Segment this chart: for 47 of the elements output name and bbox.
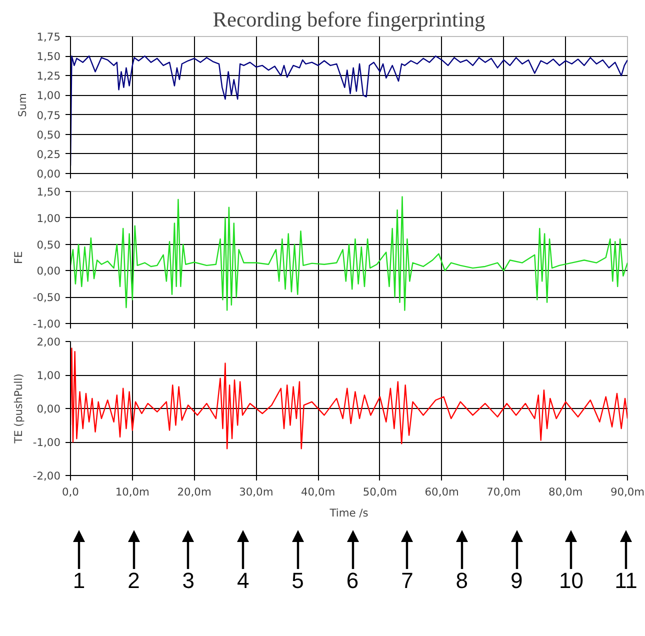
y-tick-label: 0,50 <box>36 128 61 142</box>
x-tick-label: 20,0m <box>177 486 212 498</box>
y-tick-label: 1,00 <box>36 369 61 382</box>
x-tick-label: 70,0m <box>486 486 521 498</box>
text: 3 <box>181 568 196 593</box>
y-tick-label: -1,00 <box>32 436 61 449</box>
y-tick-label: 0,00 <box>36 402 61 416</box>
y-tick-label: 1,50 <box>36 186 61 198</box>
y-tick-label: 0,00 <box>36 264 61 278</box>
text: 4 <box>236 568 250 593</box>
x-tick-label: 30,0m <box>239 486 274 498</box>
y-axis-title: TE (pushPull) <box>12 374 25 444</box>
y-axis-title: FE <box>12 250 25 264</box>
y-tick-label: 0,75 <box>36 108 61 122</box>
text: 9 <box>509 568 524 593</box>
y-tick-label: 1,00 <box>36 89 61 102</box>
y-tick-label: 2,00 <box>36 336 61 348</box>
y-tick-label: -2,00 <box>32 470 61 482</box>
text: 6 <box>345 568 360 593</box>
y-tick-label: 1,00 <box>36 212 61 225</box>
x-tick-label: 0,0 <box>62 486 80 498</box>
y-axis-title: Sum <box>16 93 29 117</box>
x-tick-label: 60,0m <box>424 486 459 498</box>
text: 2 <box>126 568 141 593</box>
y-tick-label: 0,50 <box>36 238 61 252</box>
text: 5 <box>290 568 305 593</box>
text: 8 <box>454 568 470 593</box>
y-tick-label: 0,25 <box>36 148 61 161</box>
line-series <box>70 348 628 450</box>
y-tick-label: 1,75 <box>36 30 61 44</box>
x-tick-label: 90,0m <box>610 486 645 498</box>
y-tick-label: 1,25 <box>36 70 61 83</box>
text: 1 <box>72 568 86 593</box>
y-tick-label: -1,00 <box>32 318 61 330</box>
y-tick-label: -0,50 <box>32 291 61 304</box>
y-tick-label: 1,50 <box>36 50 61 64</box>
y-tick-label: 0,00 <box>36 168 61 180</box>
text: 10 <box>558 568 585 593</box>
chart-title: Recording before fingerprinting <box>212 8 486 32</box>
text: 11 <box>614 568 638 593</box>
x-tick-label: 50,0m <box>362 486 397 498</box>
line-series <box>70 196 628 311</box>
x-tick-label: 80,0m <box>548 486 583 498</box>
x-tick-label: 40,0m <box>301 486 336 498</box>
x-axis-title: Time /s <box>328 506 369 520</box>
x-tick-label: 10,0m <box>115 486 150 498</box>
text: 7 <box>400 568 414 593</box>
